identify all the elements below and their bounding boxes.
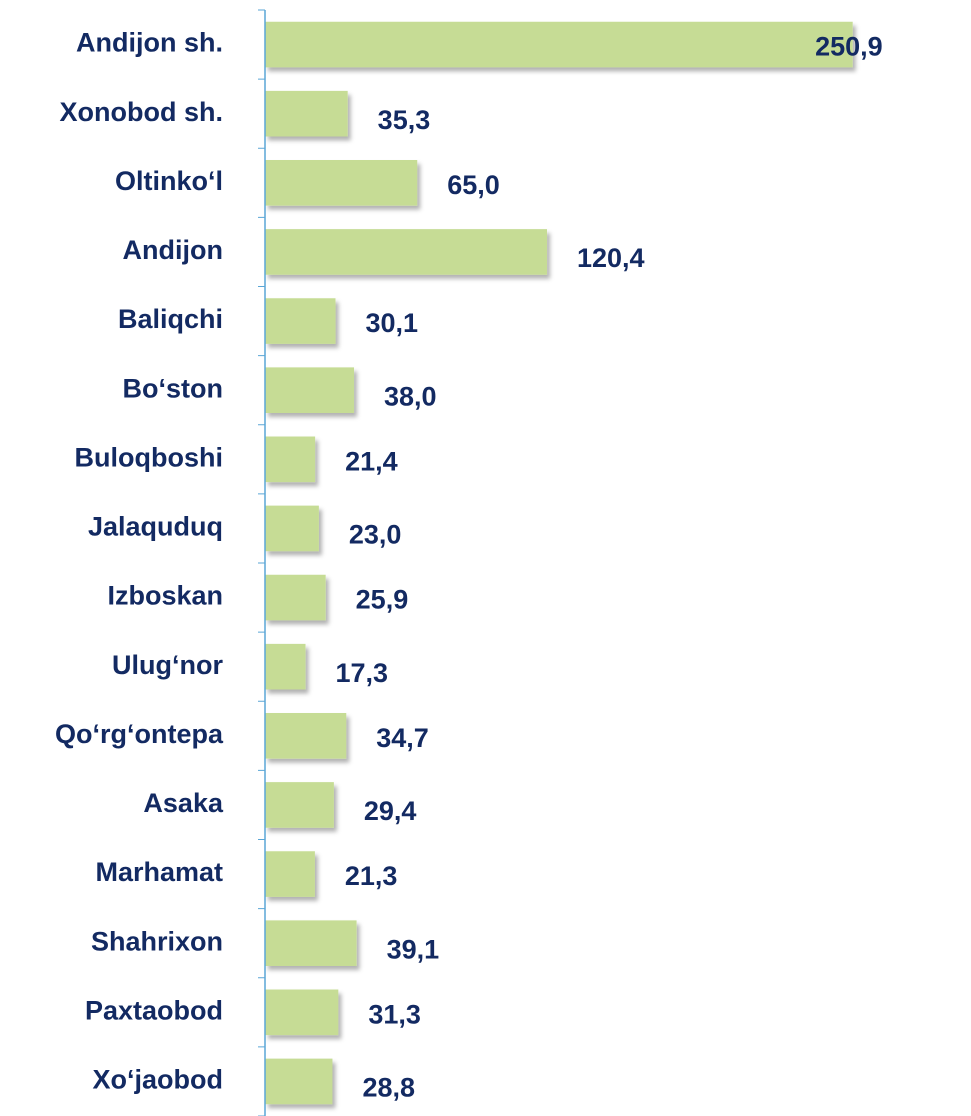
category-label: Andijon	[123, 235, 223, 265]
bar	[265, 90, 348, 137]
category-label: Asaka	[143, 788, 224, 818]
bar	[265, 21, 853, 68]
bar	[265, 229, 548, 275]
category-label: Andijon sh.	[76, 28, 223, 58]
value-label: 17,3	[336, 658, 389, 688]
category-label: Marhamat	[95, 857, 223, 887]
category-label: Xo‘jaobod	[93, 1065, 224, 1095]
bar	[265, 643, 306, 690]
bar	[265, 574, 326, 621]
value-label: 21,3	[345, 861, 398, 891]
category-label: Bo‘ston	[123, 373, 224, 403]
bar	[265, 851, 315, 897]
bar	[265, 436, 316, 483]
value-label: 23,0	[349, 520, 402, 550]
value-label: 39,1	[387, 934, 440, 964]
category-label: Baliqchi	[118, 304, 223, 334]
category-label: Shahrixon	[91, 926, 223, 956]
value-label: 34,7	[376, 723, 429, 753]
value-label: 65,0	[447, 170, 500, 200]
bar	[265, 1058, 333, 1105]
value-label: 29,4	[364, 796, 417, 826]
value-label: 30,1	[366, 308, 419, 338]
category-label: Izboskan	[107, 581, 223, 611]
value-label: 28,8	[362, 1073, 415, 1103]
category-label: Buloqboshi	[75, 442, 223, 472]
bar	[265, 782, 334, 828]
value-label: 120,4	[577, 243, 645, 273]
value-label: 31,3	[368, 999, 421, 1029]
value-label: 21,4	[345, 446, 398, 476]
bar	[265, 989, 339, 1036]
category-label: Jalaquduq	[88, 512, 223, 542]
category-label: Ulug‘nor	[112, 650, 223, 680]
bar	[265, 505, 319, 552]
bar	[265, 160, 418, 206]
category-label: Paxtaobod	[85, 995, 223, 1025]
bar	[265, 298, 336, 344]
category-label: Qo‘rg‘ontepa	[55, 719, 224, 749]
value-label: 250,9	[815, 32, 883, 62]
bar	[265, 920, 357, 966]
category-label: Xonobod sh.	[60, 97, 223, 127]
bar	[265, 713, 347, 759]
value-label: 38,0	[384, 381, 437, 411]
category-label: Oltinko‘l	[115, 166, 223, 196]
bar	[265, 367, 355, 413]
value-label: 25,9	[356, 585, 409, 615]
value-label: 35,3	[378, 105, 431, 135]
